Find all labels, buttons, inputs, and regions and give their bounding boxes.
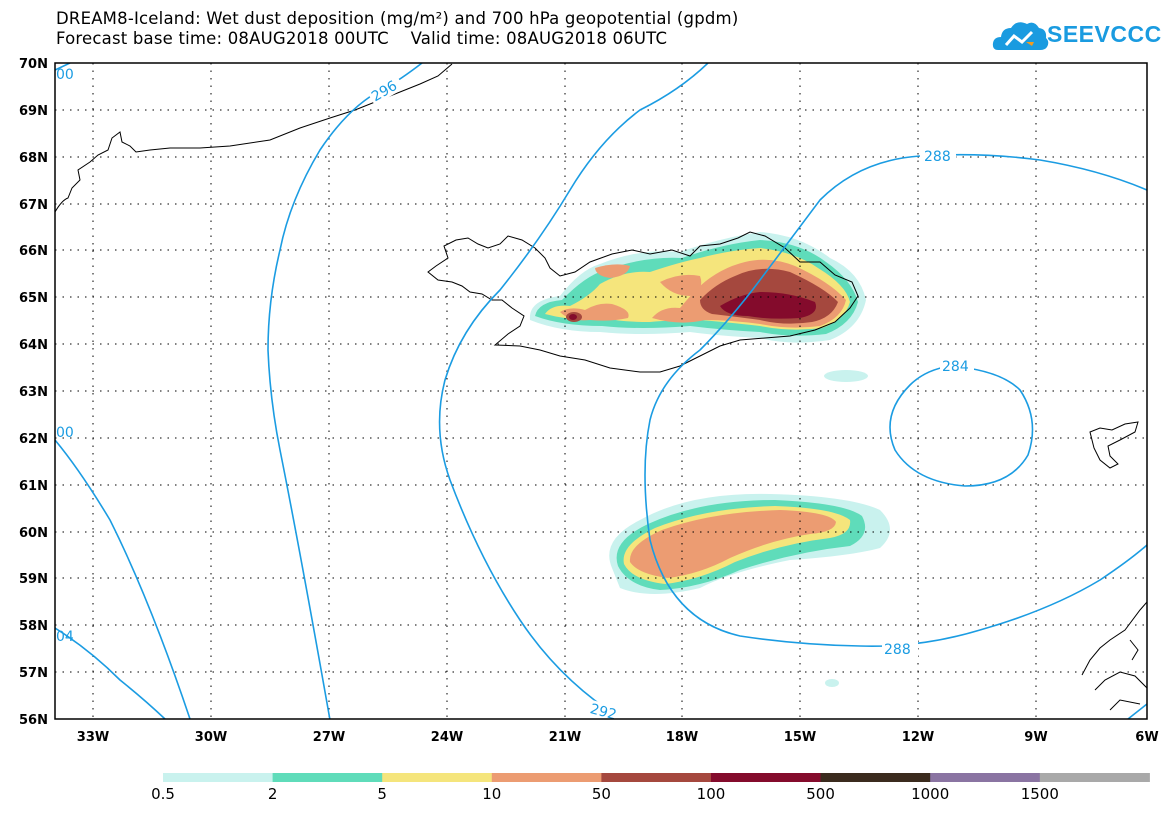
cloud-icon: [992, 22, 1049, 50]
latitude-labels: 70N 69N 68N 67N 66N 65N 64N 63N 62N 61N …: [19, 57, 48, 728]
lon-label: 18W: [666, 730, 698, 745]
contour-300: [55, 63, 191, 719]
graticule: [55, 63, 1147, 719]
contour-label-292: 292: [588, 701, 618, 723]
scotland-coast: [1081, 601, 1147, 711]
lat-label: 63N: [19, 385, 48, 400]
longitude-labels: 33W 30W 27W 24W 21W 18W 15W 12W 9W 6W: [77, 730, 1159, 745]
lat-label: 62N: [19, 432, 48, 447]
legend-swatch: [382, 773, 493, 782]
logo-text: SEEVCCC: [1047, 21, 1162, 47]
lon-label: 15W: [784, 730, 816, 745]
lon-label: 33W: [77, 730, 109, 745]
lat-label: 61N: [19, 479, 48, 494]
legend-swatch: [930, 773, 1041, 782]
lon-label: 21W: [549, 730, 581, 745]
legend-label: 50: [592, 785, 611, 803]
contour-label-300-top: 00: [56, 67, 74, 83]
legend-label: 10: [482, 785, 501, 803]
legend-swatch: [272, 773, 383, 782]
contour-284: [889, 365, 1034, 487]
lat-label: 57N: [19, 666, 48, 681]
lat-label: 60N: [19, 526, 48, 541]
lat-label: 56N: [19, 713, 48, 728]
chart-title: DREAM8-Iceland: Wet dust deposition (mg/…: [56, 9, 739, 28]
contour-label-288-south: 288: [884, 642, 911, 658]
legend-label: 1000: [911, 785, 949, 803]
lat-label: 66N: [19, 244, 48, 259]
iceland-coast: [427, 231, 859, 373]
geopotential-contours: [55, 63, 1147, 719]
legend-swatch: [163, 773, 274, 782]
contour-296: [267, 63, 423, 719]
legend-swatch: [491, 773, 602, 782]
contour-308: [1127, 703, 1147, 719]
contour-label-288-north: 288: [924, 149, 951, 165]
contour-292: [438, 63, 709, 719]
dust-plume-south: [609, 370, 890, 687]
legend-label: 500: [806, 785, 835, 803]
lat-label: 69N: [19, 104, 48, 119]
legend-label: 1500: [1021, 785, 1059, 803]
lat-label: 65N: [19, 291, 48, 306]
lon-label: 9W: [1024, 730, 1047, 745]
dust-iceland: [529, 232, 866, 343]
contour-label-284: 284: [942, 359, 969, 375]
legend-swatch: [820, 773, 931, 782]
legend-label: 2: [268, 785, 278, 803]
color-legend: 0.5 2 5 10 50 100 500 1000 1500: [151, 773, 1150, 803]
lat-label: 70N: [19, 57, 48, 72]
legend-label: 5: [377, 785, 387, 803]
lat-label: 58N: [19, 619, 48, 634]
contour-label-304: 04: [56, 629, 74, 645]
legend-label: 0.5: [151, 785, 175, 803]
lon-label: 27W: [313, 730, 345, 745]
map-frame: [54, 62, 1148, 720]
lat-label: 67N: [19, 198, 48, 213]
legend-label: 100: [697, 785, 726, 803]
lat-label: 59N: [19, 572, 48, 587]
lon-label: 24W: [431, 730, 463, 745]
legend-swatch: [1039, 773, 1150, 782]
greenland-coast: [55, 63, 453, 213]
lat-label: 68N: [19, 151, 48, 166]
lon-label: 12W: [902, 730, 934, 745]
legend-swatch: [601, 773, 712, 782]
legend-swatch: [711, 773, 822, 782]
lon-label: 30W: [195, 730, 227, 745]
chart-subtitle: Forecast base time: 08AUG2018 00UTC Vali…: [56, 29, 668, 48]
contour-label-300: 00: [56, 425, 74, 441]
lon-label: 6W: [1135, 730, 1158, 745]
faroe-coast: [1089, 421, 1139, 469]
contour-304: [55, 627, 166, 719]
lat-label: 64N: [19, 338, 48, 353]
